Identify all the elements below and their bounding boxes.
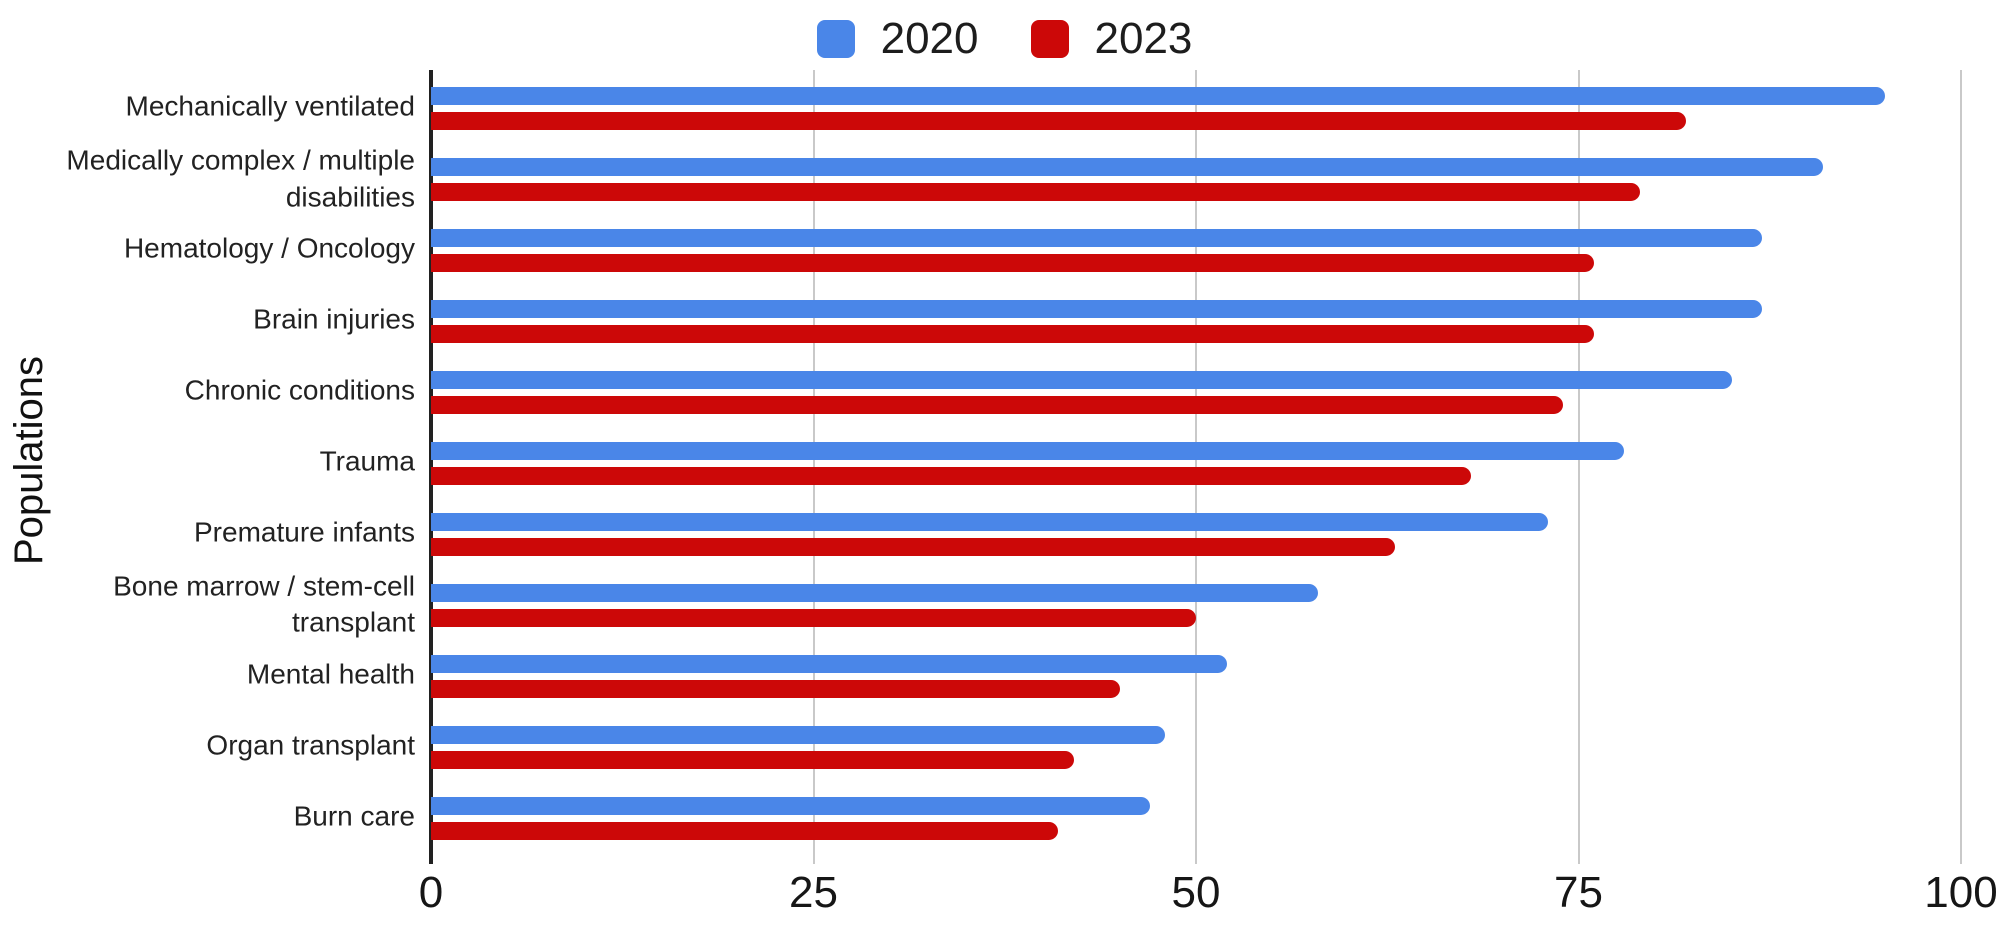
category-row: Premature infants: [194, 495, 1961, 566]
bar-2023: [431, 325, 1594, 344]
bar-2023: [431, 396, 1564, 415]
bar-2023: [431, 183, 1640, 202]
legend-item-2023: 2023: [1030, 14, 1193, 64]
bar-pair: [431, 796, 1961, 840]
bar-2020: [431, 158, 1824, 177]
category-label: Chronic conditions: [184, 374, 415, 406]
gridline-100: [1960, 70, 1962, 864]
bar-2023: [431, 254, 1594, 273]
plot-area: Mechanically ventilated Medically complex…: [66, 70, 1962, 864]
category-label: Bone marrow / stem-cell transplant: [113, 570, 415, 638]
x-tick-label-75: 75: [1554, 868, 1603, 917]
bar-pair: [431, 371, 1961, 415]
x-tick-label-100: 100: [1924, 868, 1998, 917]
bar-pair: [431, 158, 1961, 202]
category-label: Hematology / Oncology: [123, 232, 415, 264]
bar-pair: [431, 654, 1961, 698]
legend-item-2020: 2020: [816, 14, 979, 64]
category-label: Burn care: [293, 799, 415, 831]
category-label: Mechanically ventilated: [125, 90, 416, 122]
bar-2020: [431, 654, 1227, 673]
bar-2023: [431, 537, 1395, 556]
bar-2020: [431, 512, 1548, 531]
x-tick-label-50: 50: [1171, 868, 1221, 917]
category-row: Organ transplant: [206, 708, 1961, 779]
legend-swatch-2020: [816, 20, 855, 58]
bar-pair: [431, 725, 1961, 769]
category-row: Hematology / Oncology: [124, 212, 1961, 283]
bar-pair: [431, 229, 1961, 273]
bar-2020: [431, 796, 1151, 815]
bar-2023: [431, 821, 1059, 840]
bar-pair: [431, 300, 1961, 344]
legend-label-2023: 2023: [1094, 14, 1193, 63]
bar-2023: [431, 679, 1120, 698]
category-row: Chronic conditions: [185, 354, 1961, 425]
category-row: Bone marrow / stem-cell transplant: [113, 566, 1961, 638]
category-label: Organ transplant: [206, 728, 415, 760]
chart-legend: 2020 2023: [0, 14, 2009, 64]
bar-pair: [431, 87, 1961, 131]
category-label: Trauma: [319, 445, 415, 477]
bar-2023: [431, 112, 1686, 131]
legend-label-2020: 2020: [880, 14, 979, 63]
bar-2020: [431, 229, 1763, 248]
category-row: Burn care: [294, 779, 1961, 850]
category-rows: Mechanically ventilated Medically complex…: [66, 70, 1961, 850]
y-axis-title: Populations: [2, 70, 58, 850]
bar-2020: [431, 371, 1732, 390]
category-row: Trauma: [320, 425, 1961, 496]
bar-2023: [431, 750, 1074, 769]
gridline-75: [1577, 70, 1580, 864]
y-axis-title-text: Populations: [7, 355, 52, 565]
category-label: Premature infants: [194, 516, 415, 548]
bar-2020: [431, 725, 1166, 744]
bar-pair: [431, 512, 1961, 556]
bar-2020: [431, 300, 1763, 319]
bar-2020: [431, 583, 1319, 602]
category-label: Mental health: [246, 657, 415, 689]
legend-swatch-2023: [1030, 20, 1069, 58]
bar-2023: [431, 608, 1196, 627]
x-tick-label-25: 25: [789, 868, 838, 917]
bar-2020: [431, 87, 1885, 106]
x-axis: 0 25 50 75 100: [419, 868, 1998, 924]
category-label: Medically complex / multiple disabilitie…: [66, 144, 415, 213]
category-row: Mechanically ventilated: [126, 70, 1961, 141]
bar-pair: [431, 441, 1961, 485]
category-label: Brain injuries: [253, 303, 415, 335]
category-row: Mental health: [247, 637, 1961, 708]
bar-pair: [431, 583, 1961, 627]
bar-2023: [431, 466, 1472, 485]
category-row: Medically complex / multiple disabilitie…: [66, 141, 1961, 212]
category-row: Brain injuries: [253, 283, 1961, 354]
x-tick-label-0: 0: [418, 868, 444, 917]
bar-2020: [431, 441, 1625, 460]
